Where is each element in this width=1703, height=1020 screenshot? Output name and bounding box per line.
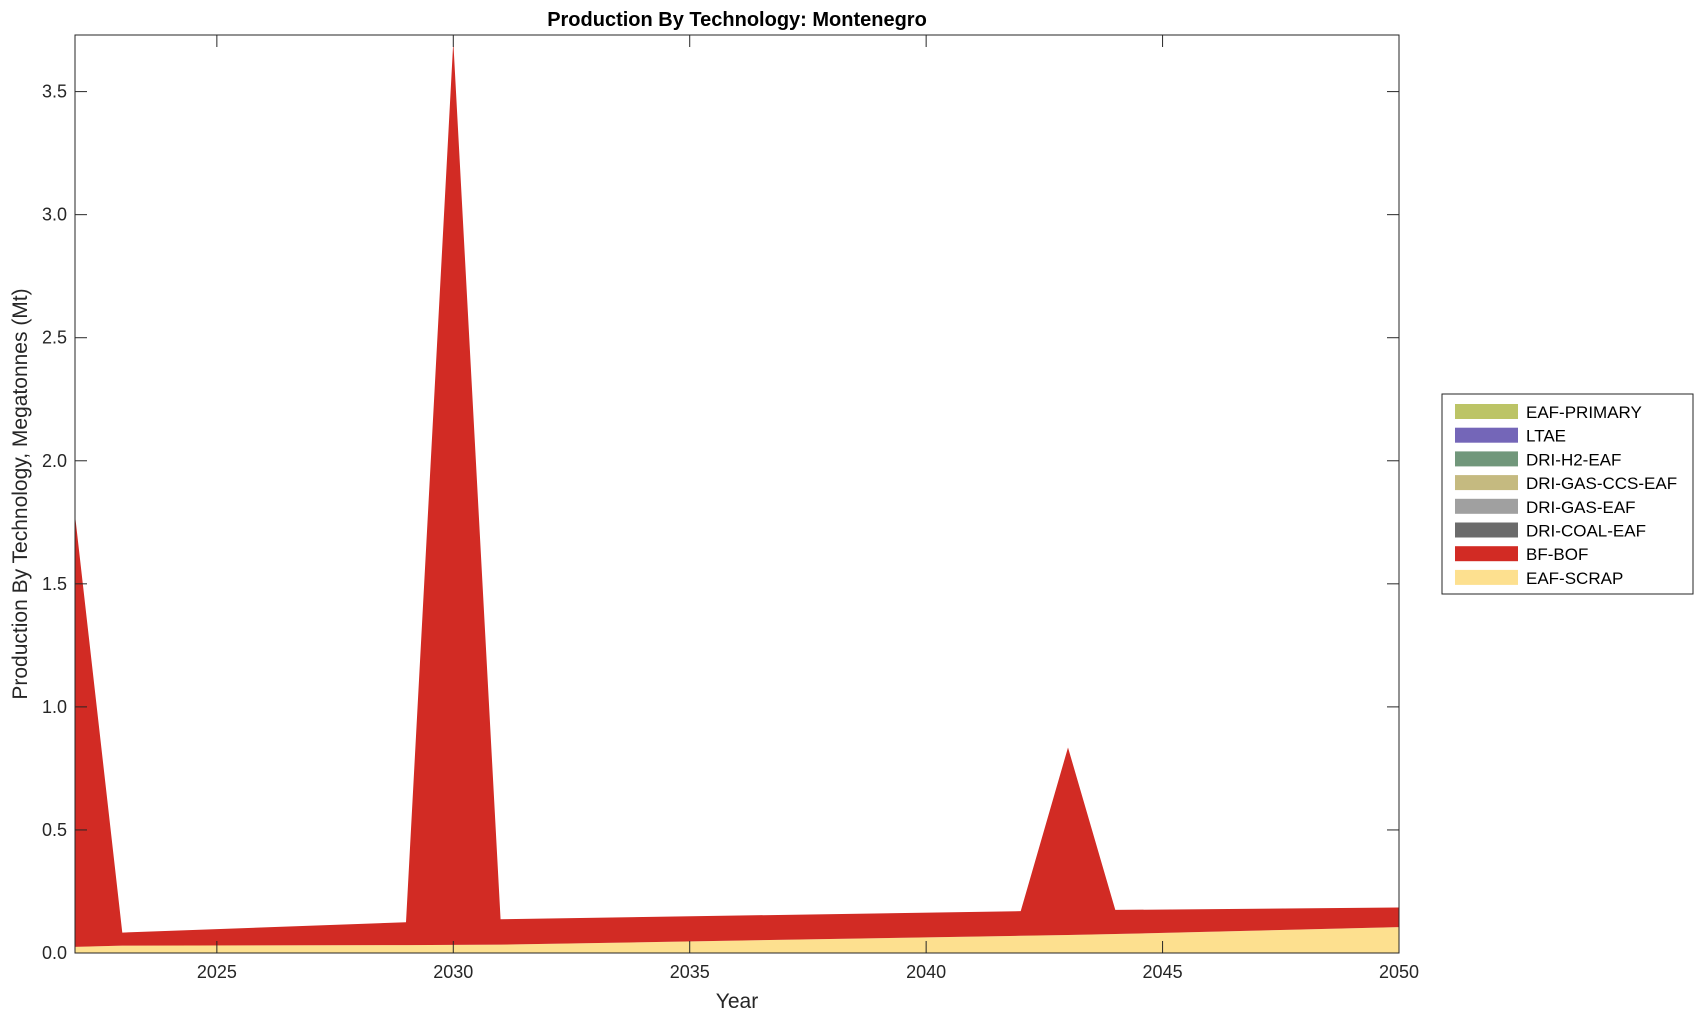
y-tick-label: 0.0 [42,943,67,963]
legend-label-dri-coal-eaf: DRI-COAL-EAF [1526,522,1646,541]
x-tick-label: 2050 [1379,962,1419,982]
chart-title: Production By Technology: Montenegro [547,9,927,31]
legend-swatch-dri-gas-eaf [1455,498,1518,514]
x-tick-label: 2035 [670,962,710,982]
area-layers [75,41,1399,953]
y-tick-label: 1.5 [42,574,67,594]
x-axis-label: Year [716,990,758,1013]
x-tick-label: 2025 [197,962,237,982]
legend-label-dri-gas-ccs-eaf: DRI-GAS-CCS-EAF [1526,474,1677,493]
area-eaf-scrap [75,927,1399,953]
x-tick-label: 2040 [906,962,946,982]
y-tick-label: 3.0 [42,205,67,225]
legend-label-dri-h2-eaf: DRI-H2-EAF [1526,450,1621,469]
legend-swatch-ltae [1455,427,1518,443]
y-tick-label: 0.5 [42,820,67,840]
y-tick-label: 2.5 [42,328,67,348]
legend-swatch-dri-gas-ccs-eaf [1455,475,1518,491]
y-axis-ticks: 0.0 0.5 1.0 1.5 2.0 2.5 3.0 3.5 [42,82,1399,963]
legend-label-dri-gas-eaf: DRI-GAS-EAF [1526,498,1636,517]
legend-swatch-dri-h2-eaf [1455,451,1518,467]
legend-swatch-eaf-scrap [1455,569,1518,585]
legend-swatch-dri-coal-eaf [1455,522,1518,538]
legend-label-bf-bof: BF-BOF [1526,545,1588,564]
legend-label-eaf-scrap: EAF-SCRAP [1526,569,1623,588]
x-axis-ticks: 2025 2030 2035 2040 2045 2050 [197,35,1419,982]
area-bf-bof [75,41,1399,947]
x-tick-label: 2030 [433,962,473,982]
x-tick-label: 2045 [1143,962,1183,982]
y-axis-label: Production By Technology, Megatonnes (Mt… [9,288,32,699]
y-tick-label: 1.0 [42,697,67,717]
legend-label-eaf-primary: EAF-PRIMARY [1526,403,1642,422]
legend-label-ltae: LTAE [1526,427,1566,446]
legend-swatch-bf-bof [1455,546,1518,562]
legend-swatch-eaf-primary [1455,404,1518,419]
y-tick-label: 2.0 [42,451,67,471]
y-tick-label: 3.5 [42,82,67,102]
legend: EAF-PRIMARY LTAE DRI-H2-EAF DRI-GAS-CCS-EAF… [1441,393,1694,595]
plot-frame [74,34,1400,954]
